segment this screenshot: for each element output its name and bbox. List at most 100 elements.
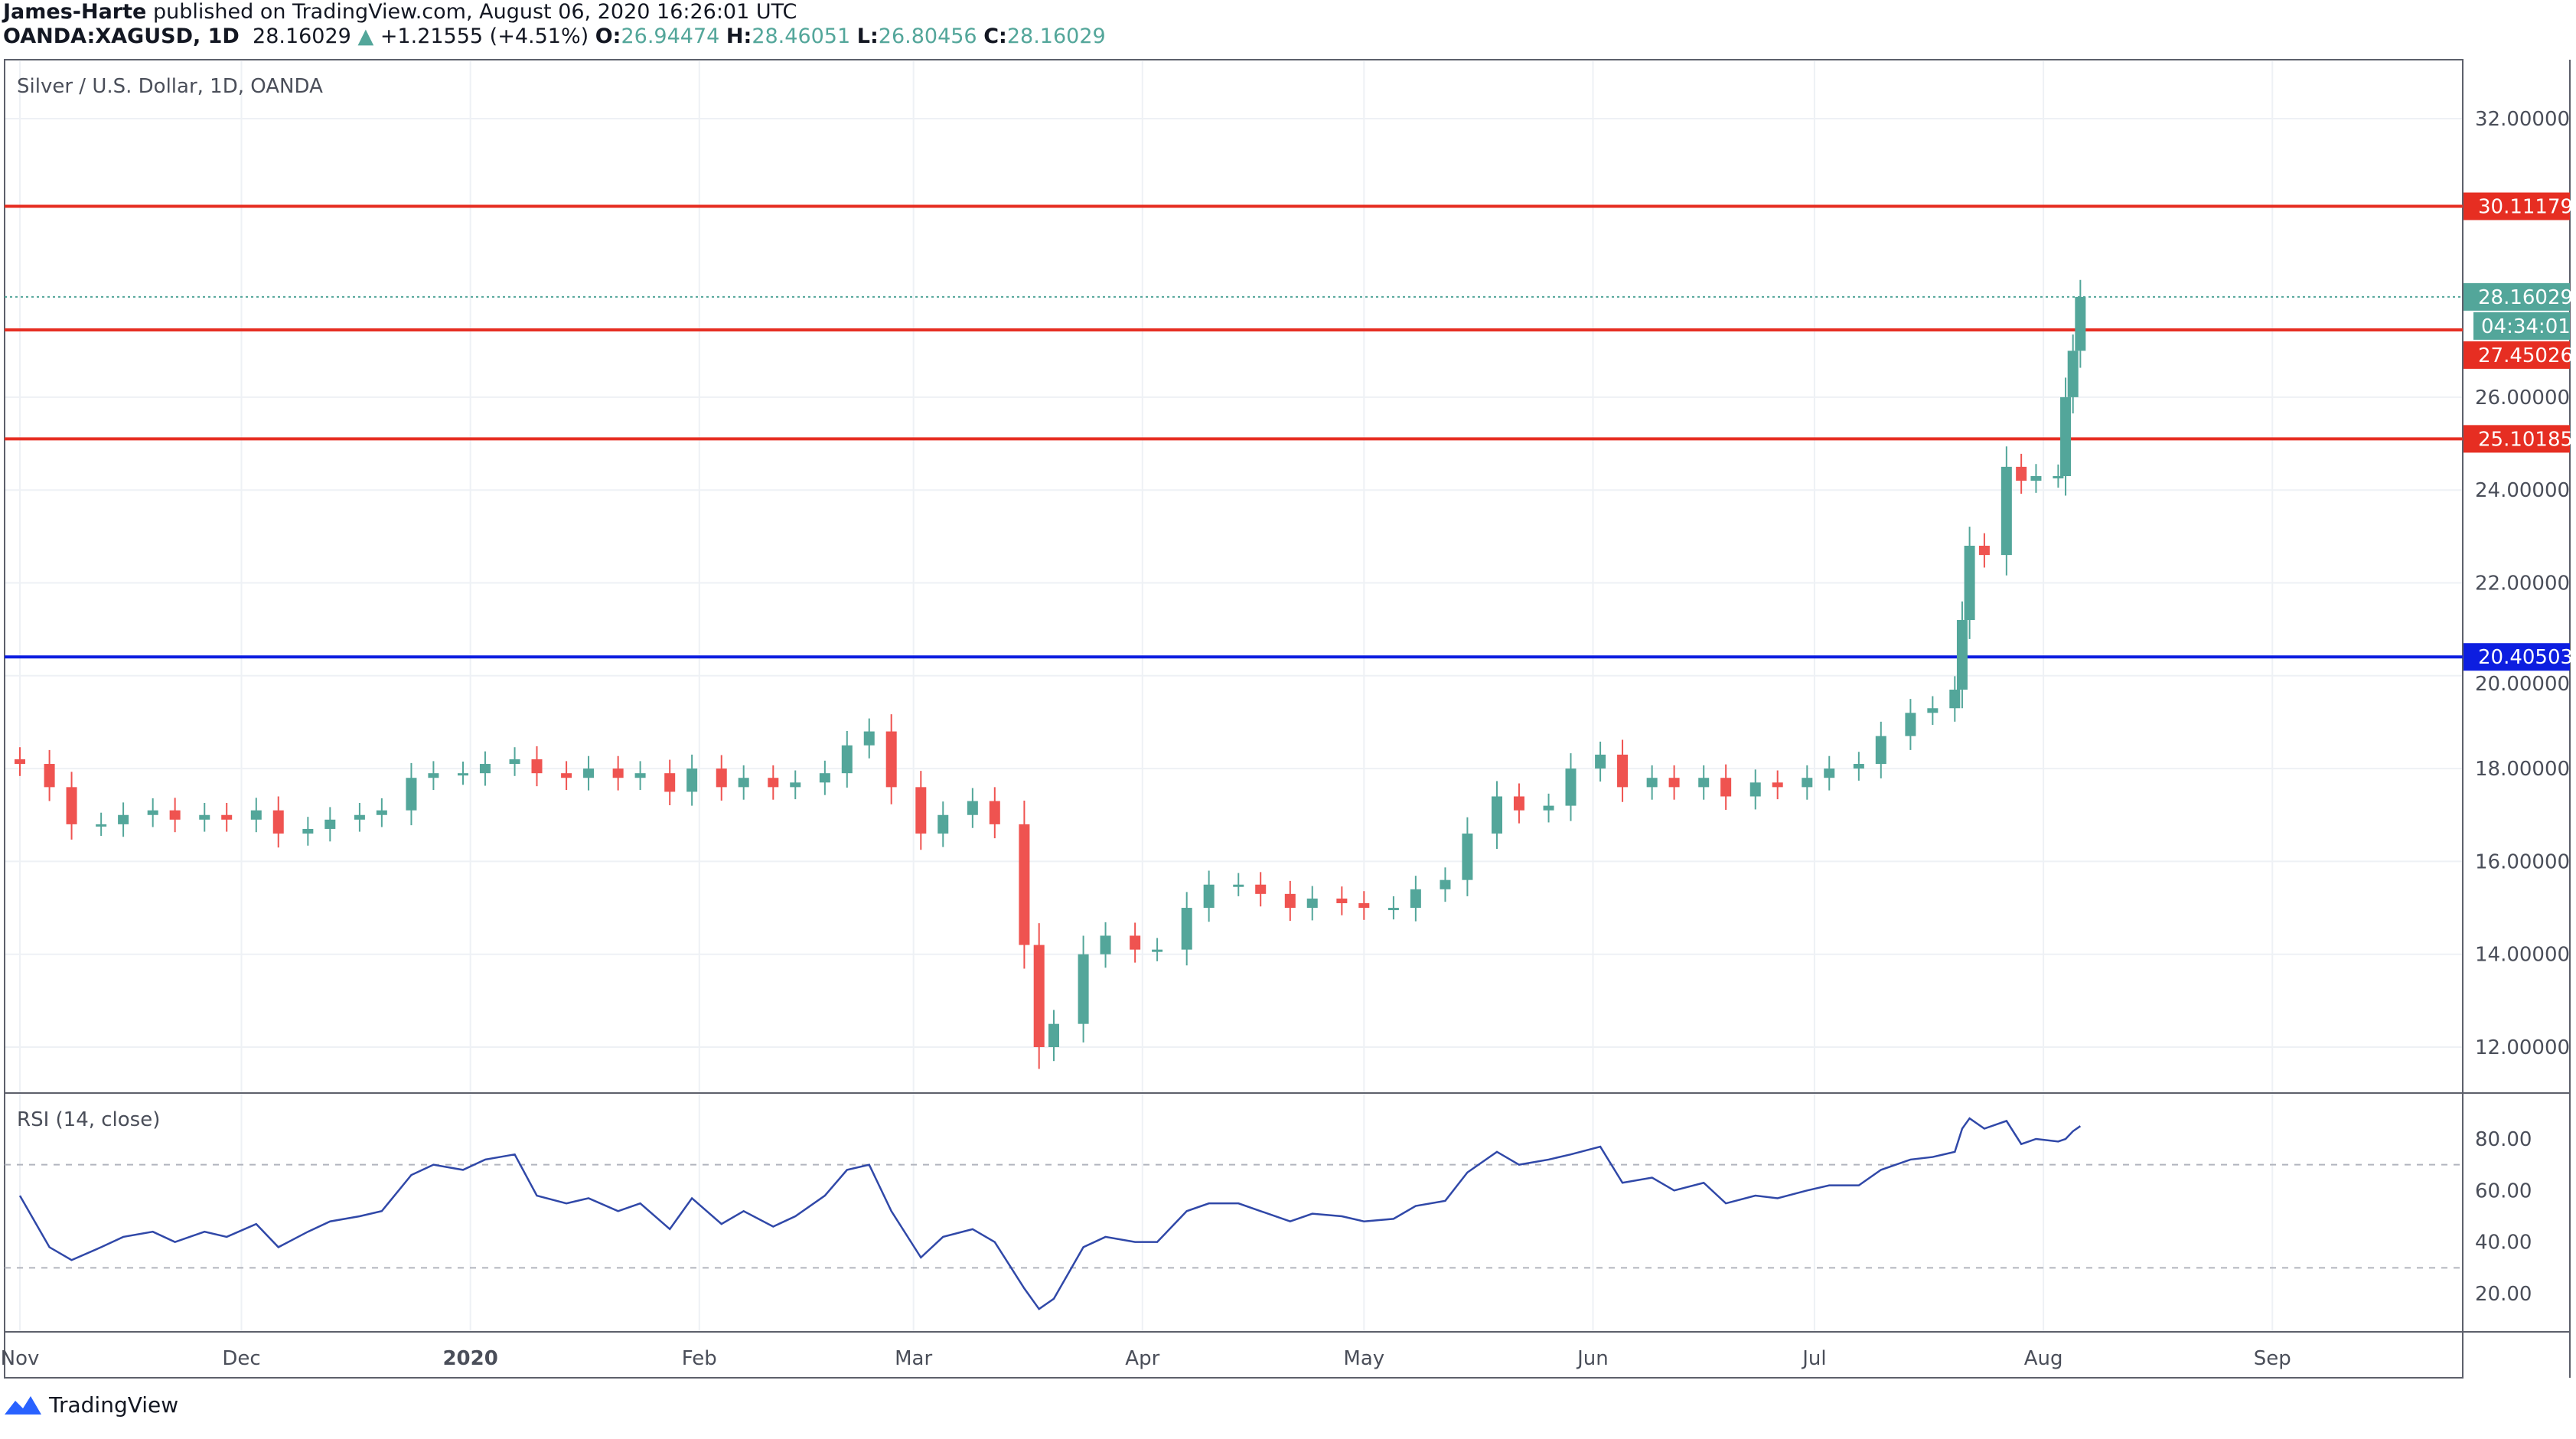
price-tick-label: 26.00000 [2475, 387, 2570, 410]
last-price-label-bg [2464, 282, 2570, 311]
candle [634, 761, 646, 790]
candle-body [1019, 824, 1030, 945]
candle-body [479, 764, 491, 774]
candle-body [790, 782, 801, 788]
candle-body [1130, 935, 1141, 950]
candle-body [1284, 893, 1296, 909]
candle-body [1646, 778, 1658, 788]
candle [531, 746, 543, 787]
level-price-label-bg [2464, 341, 2570, 369]
open-value: 26.94474 [621, 24, 720, 48]
candle [1565, 753, 1577, 821]
candle [561, 761, 572, 790]
last-price: 28.16029 [253, 24, 351, 48]
candle-body [1595, 754, 1606, 769]
time-tick-label: Feb [682, 1347, 717, 1370]
candle [1949, 676, 1961, 722]
price-tick-label: 22.00000 [2475, 573, 2570, 596]
candle [915, 771, 927, 850]
level-price-label: 25.10185 [2478, 428, 2573, 451]
candle-body [272, 810, 284, 834]
candle-body [2016, 466, 2027, 481]
close-label: C: [983, 24, 1007, 48]
candle [1802, 765, 1813, 800]
rsi-tick-label: 20.00 [2475, 1283, 2532, 1306]
candle [1306, 886, 1318, 921]
level-price-label: 30.11179 [2478, 196, 2573, 219]
candle [1233, 873, 1244, 896]
candle-body [819, 773, 830, 783]
candle-body [686, 768, 698, 792]
candle-body [2060, 396, 2072, 477]
candle-body [1152, 949, 1163, 952]
candle [1543, 793, 1554, 823]
time-tick-label: Aug [2024, 1347, 2063, 1370]
candle-body [716, 768, 727, 788]
candle-body [1203, 884, 1215, 909]
candle [324, 807, 336, 842]
candle-body [1949, 689, 1961, 709]
candle [738, 765, 749, 800]
candle [2000, 446, 2012, 576]
candle [1875, 721, 1886, 778]
candle [509, 747, 520, 776]
symbol: OANDA:XAGUSD, 1D [3, 24, 240, 48]
candle [1927, 696, 1939, 726]
price-tick-label: 16.00000 [2475, 850, 2570, 873]
high-label: H: [726, 24, 752, 48]
candle-body [1462, 834, 1473, 880]
candle-body [458, 773, 468, 776]
candle [1440, 867, 1451, 902]
candle-body [915, 787, 927, 834]
candle [1824, 755, 1835, 791]
candle-body [1905, 713, 1916, 736]
candle-body [221, 814, 233, 820]
candle-body [66, 787, 77, 824]
candle [863, 718, 875, 759]
level-price-label: 27.45026 [2478, 344, 2573, 367]
candle [1462, 817, 1473, 896]
price-tick-label: 20.00000 [2475, 673, 2570, 696]
candle [1033, 923, 1045, 1069]
candle [1956, 601, 1968, 709]
candle [716, 755, 727, 801]
candle-body [96, 824, 107, 827]
candle [2016, 453, 2027, 494]
candle-body [561, 773, 572, 778]
candle-body [1698, 778, 1710, 788]
footer: TradingView [3, 1392, 178, 1418]
countdown-bg [2473, 312, 2570, 340]
candle [1646, 765, 1658, 800]
price-tick-label: 32.00000 [2475, 108, 2570, 131]
candle [1284, 880, 1296, 922]
chart-frame [4, 59, 2464, 1379]
rsi-tick-label: 80.00 [2475, 1128, 2532, 1151]
low-value: 26.80456 [878, 24, 977, 48]
candle-body [2067, 351, 2079, 397]
level-price-label-bg [2464, 643, 2570, 671]
candle-body [1410, 889, 1421, 909]
time-tick-label: Jul [1801, 1347, 1826, 1370]
candle-body [2030, 476, 2042, 481]
candle-body [1749, 782, 1761, 797]
level-price-label-bg [2464, 425, 2570, 453]
rsi-tick-label: 60.00 [2475, 1180, 2532, 1202]
candle-body [2075, 296, 2086, 351]
candle-body [937, 814, 949, 834]
candle [458, 762, 468, 785]
candle-body [1306, 898, 1318, 909]
candle-body [1853, 764, 1864, 769]
candle [1595, 741, 1606, 782]
candle-body [1233, 884, 1244, 887]
candle-body [664, 773, 676, 792]
level-price-label: 20.40503 [2478, 646, 2573, 669]
author[interactable]: James-Harte [3, 0, 147, 24]
candle [1772, 770, 1783, 800]
candle-body [738, 778, 749, 788]
candle-body [1875, 736, 1886, 765]
close-value: 28.16029 [1006, 24, 1106, 48]
time-tick-label: Dec [222, 1347, 260, 1370]
candle-body [1617, 754, 1629, 788]
brand-name[interactable]: TradingView [49, 1392, 179, 1418]
